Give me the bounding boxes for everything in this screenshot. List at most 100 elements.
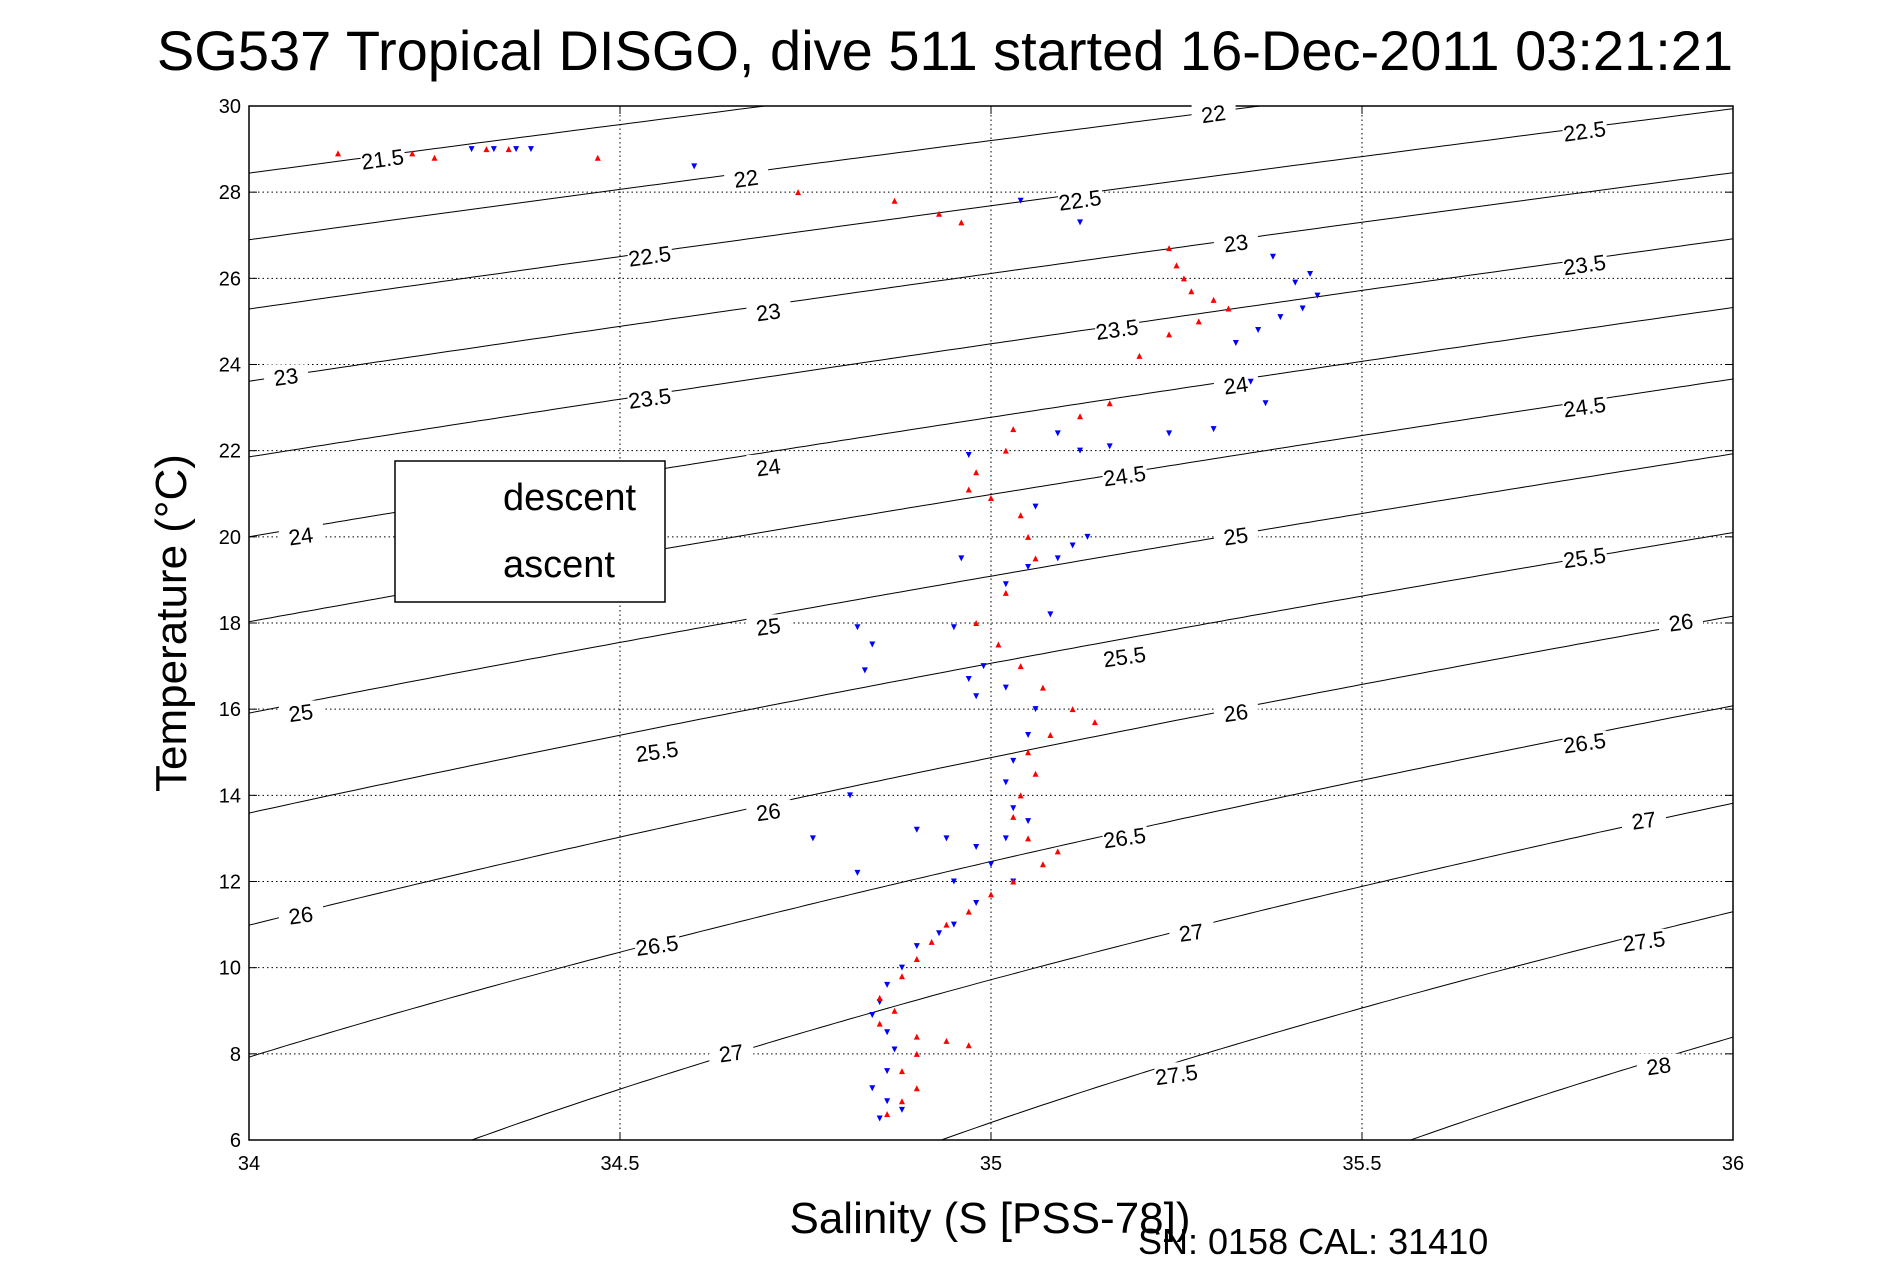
ascent-point: [988, 495, 994, 502]
contour-label: 24: [1222, 371, 1250, 399]
contour-label: 25.5: [1102, 642, 1148, 673]
contour-label: 26: [1667, 608, 1695, 636]
ascent-point: [795, 189, 802, 196]
contour-label: 27.5: [1153, 1060, 1199, 1091]
descent-point: [847, 792, 854, 799]
legend-label-descent: descent: [503, 477, 637, 519]
ascent-point: [1017, 792, 1024, 799]
descent-point: [950, 921, 957, 928]
contour-label: 24: [287, 522, 315, 550]
ascent-point: [505, 146, 512, 153]
contour-label-bg: [1213, 700, 1258, 725]
contour-label-bg: [1621, 808, 1666, 833]
contour-label-bg: [360, 146, 405, 171]
ascent-point: [1195, 318, 1202, 325]
ascent-point: [1010, 813, 1017, 820]
ascent-point: [973, 469, 980, 476]
ascent-point: [943, 921, 950, 928]
contour-label-bg: [635, 739, 680, 764]
descent-point: [884, 1098, 891, 1105]
descent-point: [973, 693, 980, 700]
contour-label-bg: [627, 243, 672, 268]
descent-point: [691, 163, 698, 170]
contour-label: 23: [1222, 229, 1250, 257]
descent-point: [884, 1068, 891, 1075]
contour-label: 24.5: [1562, 392, 1608, 423]
contour-label: 25: [287, 699, 315, 727]
contour-label-bg: [709, 1040, 754, 1065]
ascent-point: [1025, 533, 1032, 540]
descent-point: [1232, 339, 1239, 346]
descent-point: [1002, 581, 1009, 588]
descent-point: [1247, 378, 1254, 385]
contour-label-bg: [724, 166, 769, 191]
contour-label: 27: [1630, 807, 1658, 835]
ascent-point: [1069, 706, 1076, 713]
contour-label-bg: [278, 902, 323, 927]
ascent-point: [958, 219, 965, 226]
descent-point: [1069, 542, 1076, 549]
ascent-point: [1166, 331, 1173, 338]
ascent-point: [1032, 555, 1039, 562]
ascent-point: [483, 146, 490, 153]
contour-label-bg: [1621, 928, 1666, 953]
y-tick-label: 18: [219, 613, 241, 635]
ascent-point: [1180, 275, 1187, 282]
contour-label-bg: [1562, 394, 1607, 419]
descent-point: [1047, 611, 1054, 618]
descent-point: [943, 835, 950, 842]
descent-point: [468, 146, 475, 153]
contour-label-bg: [1191, 101, 1236, 126]
contour-label-bg: [1213, 373, 1258, 398]
contour-label: 23: [754, 298, 782, 326]
ascent-point: [876, 1020, 883, 1027]
contour-label: 26: [754, 798, 782, 826]
x-tick-label: 34.5: [601, 1153, 640, 1175]
ascent-point: [1010, 426, 1017, 433]
ascent-point: [409, 150, 416, 157]
ascent-point: [891, 197, 898, 204]
descent-point: [1299, 305, 1306, 312]
y-tick-label: 30: [219, 96, 241, 118]
descent-point: [1166, 430, 1173, 437]
contour-label-bg: [627, 385, 672, 410]
ascent-point: [884, 1111, 891, 1118]
contour-label-bg: [264, 364, 309, 389]
ascent-point: [876, 994, 883, 1001]
descent-point: [950, 878, 957, 885]
data-points: [335, 146, 1321, 1122]
descent-point: [1262, 400, 1269, 407]
contour-label: 21.5: [360, 144, 406, 175]
contour-label: 27: [1177, 919, 1205, 947]
contour-label-bg: [1102, 825, 1147, 850]
contour-label-bg: [635, 933, 680, 958]
contour-label: 22: [732, 165, 760, 193]
density-contour-27: [470, 802, 1733, 1140]
descent-point: [884, 981, 891, 988]
contour-label-bg: [1058, 187, 1103, 212]
ascent-point: [1106, 400, 1113, 407]
contour-label: 23.5: [1094, 314, 1140, 345]
y-tick-label: 26: [219, 268, 241, 290]
contour-label: 24: [754, 453, 782, 481]
descent-point: [965, 451, 972, 458]
descent-point: [1002, 684, 1009, 691]
ascent-point: [1039, 684, 1046, 691]
ascent-point: [898, 973, 905, 980]
descent-point: [884, 1029, 891, 1036]
descent-point: [980, 663, 987, 670]
contour-label-bg: [1169, 920, 1214, 945]
descent-point: [513, 146, 520, 153]
contour-label-bg: [1562, 118, 1607, 143]
ascent-point: [1188, 288, 1195, 295]
ascent-point: [898, 1068, 905, 1075]
descent-point: [913, 826, 920, 833]
ascent-point: [913, 1033, 920, 1040]
ascent-point: [965, 486, 972, 493]
ascent-point: [1025, 749, 1032, 756]
density-contour-26: [249, 615, 1733, 926]
ascent-point: [1010, 878, 1017, 885]
descent-point: [973, 844, 980, 851]
ascent-point: [891, 1007, 898, 1014]
ascent-point: [913, 1085, 920, 1092]
